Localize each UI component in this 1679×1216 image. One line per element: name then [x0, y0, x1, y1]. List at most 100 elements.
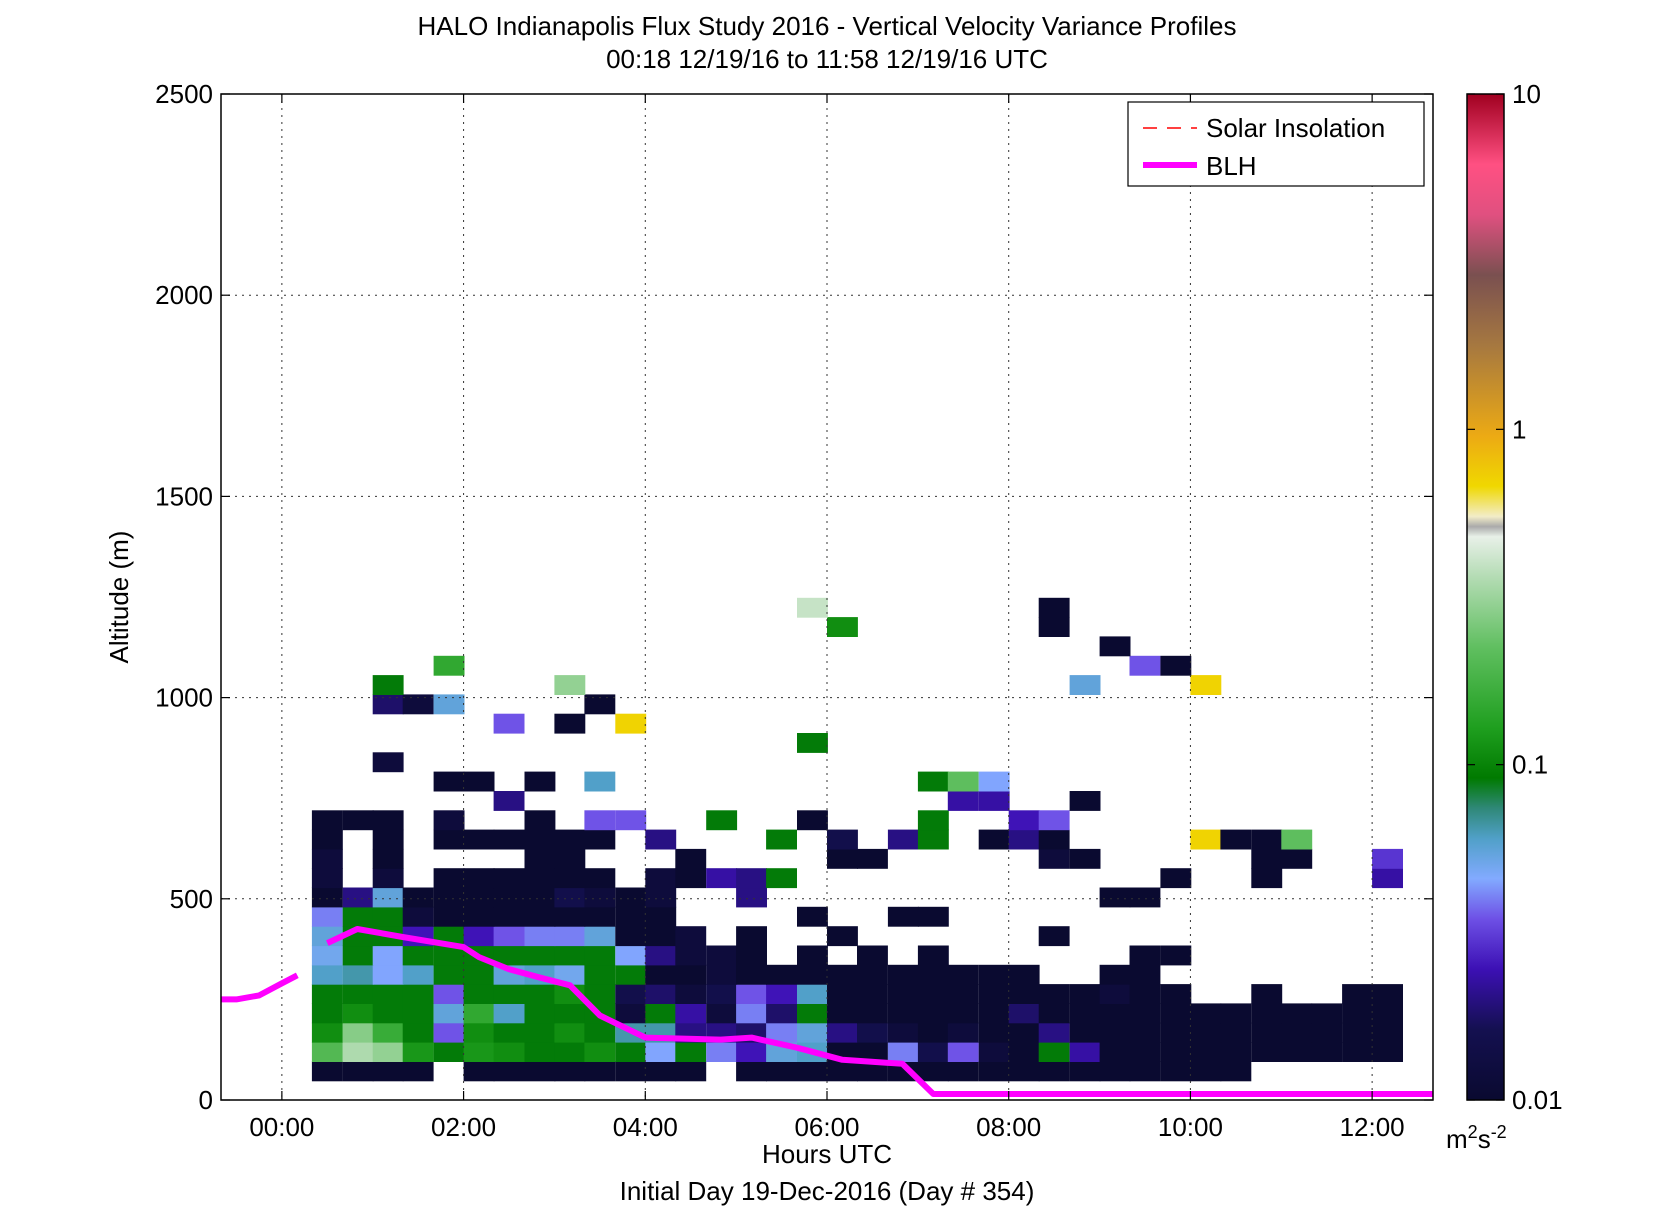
heatmap-cell — [978, 984, 1010, 1004]
heatmap-cell — [342, 964, 374, 985]
heatmap-cell — [584, 926, 616, 947]
heatmap-cell — [463, 1022, 495, 1043]
heatmap-cell — [1008, 1061, 1040, 1082]
heatmap-cell — [524, 848, 556, 869]
heatmap-cell — [311, 868, 343, 889]
heatmap-cell — [978, 1022, 1010, 1043]
heatmap-cell — [645, 1042, 677, 1062]
x-tick-label: 06:00 — [794, 1112, 859, 1142]
heatmap-cell — [554, 887, 586, 908]
heatmap-cell — [584, 964, 616, 985]
heatmap-cell — [645, 868, 677, 889]
heatmap-cell — [342, 1022, 374, 1043]
colorbar-tick-label: 0.01 — [1512, 1085, 1563, 1115]
y-tick-label: 1500 — [155, 481, 213, 511]
heatmap-cell — [917, 984, 949, 1004]
heatmap-cell — [524, 887, 556, 908]
heatmap-cell — [1372, 1042, 1403, 1062]
heatmap-cell — [311, 829, 343, 850]
heatmap-cell — [493, 984, 525, 1004]
heatmap-cell — [1099, 887, 1131, 908]
heatmap-cell — [645, 984, 677, 1004]
heatmap-cell — [1160, 1022, 1192, 1043]
heatmap-cell — [342, 887, 374, 908]
heatmap-cell — [827, 1003, 858, 1024]
heatmap-cell — [584, 771, 616, 792]
heatmap-cell — [463, 771, 495, 792]
heatmap-cell — [433, 829, 465, 850]
heatmap-cell — [675, 964, 707, 985]
heatmap-cell — [1160, 1061, 1192, 1082]
heatmap-cell — [917, 1022, 949, 1043]
legend-blh-label: BLH — [1206, 151, 1257, 181]
legend: Solar Insolation BLH — [1127, 101, 1425, 187]
heatmap-cell — [524, 1061, 556, 1082]
heatmap-cell — [827, 829, 858, 850]
heatmap-cell — [524, 906, 556, 927]
heatmap-cell — [978, 791, 1010, 811]
heatmap-cell — [827, 617, 858, 637]
heatmap-cell — [1251, 848, 1283, 869]
heatmap-cell — [402, 1061, 434, 1082]
heatmap-cell — [372, 829, 404, 850]
heatmap-cell — [584, 906, 616, 927]
heatmap-cell — [615, 926, 647, 947]
colorbar-tick-label: 10 — [1512, 79, 1541, 109]
heatmap-cell — [917, 810, 949, 831]
heatmap-cell — [615, 945, 647, 966]
heatmap-cell — [433, 694, 465, 715]
heatmap-cell — [493, 945, 525, 966]
heatmap-cell — [402, 1042, 434, 1062]
heatmap-cell — [554, 926, 586, 947]
heatmap-cell — [947, 1022, 979, 1043]
heatmap-cell — [554, 1022, 586, 1043]
heatmap-cell — [797, 906, 828, 927]
heatmap-cell — [887, 1042, 919, 1062]
blh-line — [326, 926, 1433, 1097]
heatmap-cell — [857, 848, 888, 869]
heatmap-cell — [1251, 829, 1283, 850]
heatmap-cell — [1281, 1003, 1313, 1024]
heatmap-cell — [554, 1003, 586, 1024]
heatmap-cell — [615, 713, 647, 734]
heatmap-cell — [524, 810, 556, 831]
heatmap-cell — [1129, 655, 1161, 676]
heatmap-cell — [675, 848, 707, 869]
heatmap-cell — [736, 868, 767, 889]
heatmap-cell — [372, 984, 404, 1004]
heatmap-cell — [857, 1003, 888, 1024]
heatmap-cell — [645, 964, 677, 985]
heatmap-cell — [675, 868, 707, 889]
heatmap-cell — [524, 1022, 556, 1043]
heatmap-cell — [706, 984, 738, 1004]
heatmap-cell — [402, 1022, 434, 1043]
heatmap-cell — [827, 848, 858, 869]
x-tick-label: 10:00 — [1158, 1112, 1223, 1142]
heatmap-cell — [433, 945, 465, 966]
heatmap-cell — [1372, 868, 1403, 889]
heatmap-cell — [493, 1061, 525, 1082]
heatmap-cell — [1099, 984, 1131, 1004]
heatmap-cell — [372, 887, 404, 908]
legend-solar-label: Solar Insolation — [1206, 113, 1385, 143]
heatmap-cell — [1342, 1003, 1373, 1024]
heatmap-cell — [311, 945, 343, 966]
heatmap-cell — [554, 868, 586, 889]
heatmap-cell — [827, 984, 858, 1004]
heatmap-cell — [311, 848, 343, 869]
heatmap-cell — [584, 694, 616, 715]
colorbar: 0.01 0.1 1 10 m2s-2 — [1446, 79, 1563, 1154]
heatmap-cell — [797, 733, 828, 753]
heatmap-cell — [463, 964, 495, 985]
heatmap-cell — [402, 945, 434, 966]
heatmap-cell — [917, 1003, 949, 1024]
heatmap-cell — [493, 1003, 525, 1024]
y-tick-label: 1000 — [155, 683, 213, 713]
heatmap-cell — [615, 1061, 647, 1082]
heatmap-cell — [978, 829, 1010, 850]
heatmap-cell — [1099, 964, 1131, 985]
heatmap-cell — [372, 694, 404, 715]
heatmap-cell — [978, 964, 1010, 985]
heatmap-cell — [584, 1022, 616, 1043]
heatmap-cell — [1190, 1042, 1222, 1062]
